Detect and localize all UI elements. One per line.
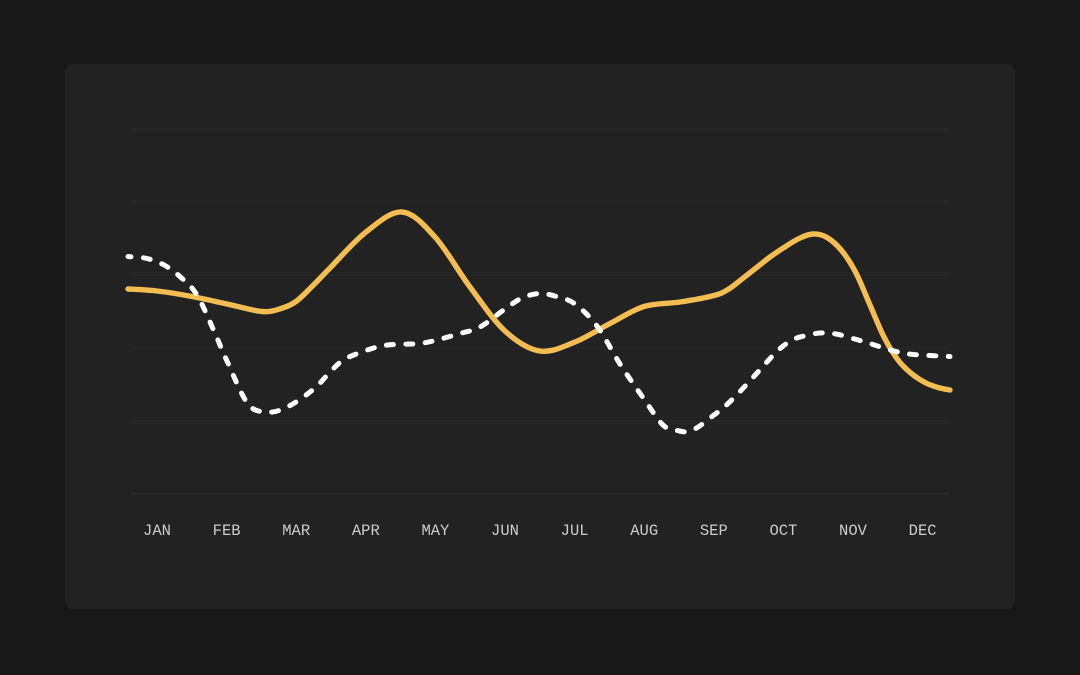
svg-text:OCT: OCT bbox=[769, 522, 797, 540]
svg-text:NOV: NOV bbox=[839, 522, 868, 540]
svg-text:SEP: SEP bbox=[700, 522, 728, 540]
svg-text:JAN: JAN bbox=[143, 522, 171, 540]
svg-text:MAY: MAY bbox=[421, 522, 450, 540]
svg-text:JUL: JUL bbox=[561, 522, 589, 540]
svg-text:FEB: FEB bbox=[213, 522, 241, 540]
svg-text:DEC: DEC bbox=[909, 522, 937, 540]
svg-text:MAR: MAR bbox=[282, 522, 310, 540]
svg-text:AUG: AUG bbox=[630, 522, 658, 540]
svg-text:APR: APR bbox=[352, 522, 380, 540]
svg-text:JUN: JUN bbox=[491, 522, 519, 540]
